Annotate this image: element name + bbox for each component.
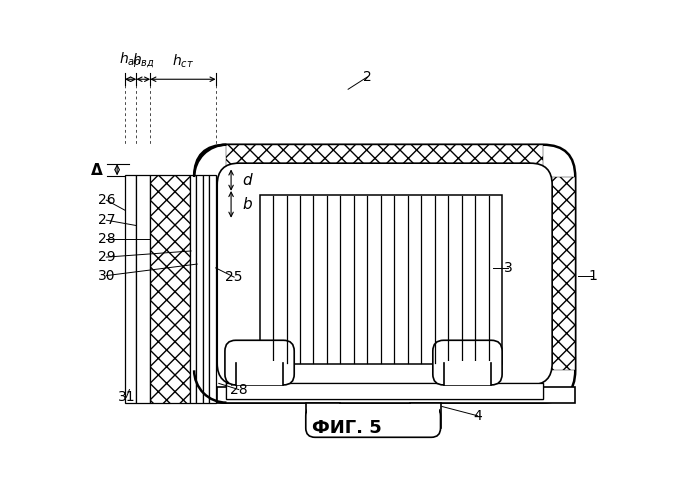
FancyBboxPatch shape xyxy=(225,340,294,385)
Text: $\mathbf{\mathit{d}}$: $\mathbf{\mathit{d}}$ xyxy=(242,172,254,188)
Bar xyxy=(227,144,543,177)
Bar xyxy=(227,384,543,399)
Text: 25: 25 xyxy=(225,270,243,284)
Bar xyxy=(202,176,209,402)
Text: $\mathbf{\mathit{h_{ст}}}$: $\mathbf{\mathit{h_{ст}}}$ xyxy=(172,52,194,70)
Text: 26: 26 xyxy=(97,193,115,207)
Bar xyxy=(217,387,575,402)
Bar xyxy=(125,176,136,402)
Bar xyxy=(209,176,216,402)
Bar xyxy=(227,177,543,370)
Text: 27: 27 xyxy=(97,213,115,227)
Bar xyxy=(307,404,439,428)
Bar xyxy=(150,176,190,402)
Bar xyxy=(259,194,502,364)
Text: $\mathbf{\Delta}$: $\mathbf{\Delta}$ xyxy=(90,162,104,178)
Text: 28: 28 xyxy=(97,232,115,245)
Text: $\mathbf{\mathit{h_{ар}}}$: $\mathbf{\mathit{h_{ар}}}$ xyxy=(119,50,142,70)
Bar xyxy=(196,176,202,402)
Bar xyxy=(136,176,150,402)
Bar xyxy=(410,402,441,428)
Text: 28: 28 xyxy=(230,382,248,396)
Text: 29: 29 xyxy=(97,250,115,264)
Text: $\mathbf{\mathit{h_{вд}}}$: $\mathbf{\mathit{h_{вд}}}$ xyxy=(132,52,154,70)
Bar xyxy=(227,384,543,399)
Bar xyxy=(196,177,227,370)
FancyBboxPatch shape xyxy=(433,340,502,385)
FancyBboxPatch shape xyxy=(306,406,441,438)
Bar xyxy=(543,177,575,370)
Text: 1: 1 xyxy=(588,268,597,282)
Text: 4: 4 xyxy=(473,408,482,422)
Text: 2: 2 xyxy=(363,70,372,84)
Text: 31: 31 xyxy=(118,390,135,404)
Bar xyxy=(227,370,543,402)
Bar xyxy=(443,361,492,385)
Bar xyxy=(306,402,341,428)
Text: 3: 3 xyxy=(504,261,512,275)
Bar xyxy=(239,184,531,364)
FancyBboxPatch shape xyxy=(194,144,575,402)
Text: ФИГ. 5: ФИГ. 5 xyxy=(311,420,381,438)
Bar xyxy=(236,361,284,385)
Text: 30: 30 xyxy=(97,268,115,282)
Bar xyxy=(190,176,196,402)
Text: $\mathbf{\mathit{b}}$: $\mathbf{\mathit{b}}$ xyxy=(242,196,253,212)
FancyBboxPatch shape xyxy=(217,163,552,385)
